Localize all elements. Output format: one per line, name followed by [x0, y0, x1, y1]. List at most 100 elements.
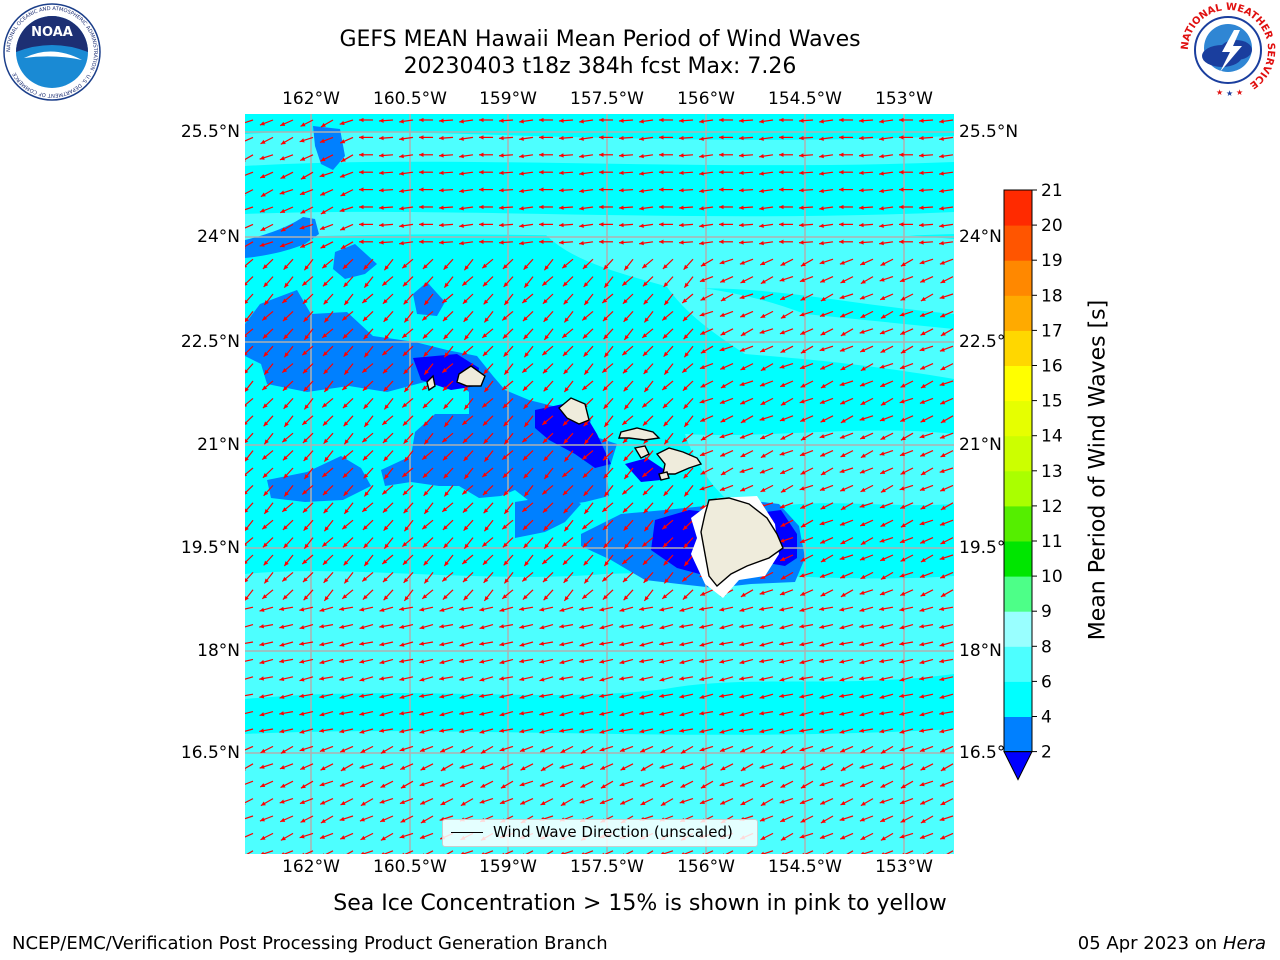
wind-wave-arrow — [423, 293, 434, 306]
wind-wave-arrow — [443, 415, 454, 428]
wind-wave-arrow — [459, 171, 474, 176]
wind-wave-arrow — [503, 432, 514, 445]
wind-wave-arrow — [302, 432, 314, 444]
wind-wave-arrow — [899, 484, 914, 491]
wind-wave-arrow — [840, 415, 854, 424]
wind-wave-arrow — [759, 380, 774, 387]
wind-wave-arrow — [323, 432, 334, 445]
wind-wave-arrow — [699, 276, 714, 283]
wind-wave-arrow — [559, 676, 574, 681]
wind-wave-arrow — [299, 763, 314, 771]
wind-wave-arrow — [501, 519, 514, 530]
wind-wave-arrow — [343, 345, 354, 358]
wind-wave-arrow — [502, 328, 514, 339]
wind-wave-arrow — [283, 467, 294, 479]
wind-wave-arrow — [920, 763, 934, 771]
wind-wave-arrow — [839, 152, 853, 157]
wind-wave-arrow — [640, 798, 654, 806]
wind-wave-arrow — [800, 293, 814, 301]
wind-wave-arrow — [780, 484, 794, 493]
wind-wave-arrow — [919, 432, 934, 439]
wind-wave-arrow — [679, 763, 694, 770]
wind-wave-arrow — [519, 693, 534, 699]
wind-wave-arrow — [381, 554, 394, 565]
wind-wave-arrow — [839, 397, 854, 405]
wind-wave-arrow — [659, 239, 673, 244]
wind-wave-arrow — [419, 170, 433, 175]
wind-wave-arrow — [558, 170, 574, 176]
wind-wave-arrow — [919, 397, 934, 404]
island-molokai — [618, 427, 661, 441]
wind-wave-arrow — [279, 241, 294, 248]
wind-wave-arrow — [819, 363, 834, 370]
wind-wave-arrow — [423, 415, 434, 427]
wind-wave-arrow — [900, 554, 914, 562]
wind-wave-arrow — [580, 780, 594, 789]
wind-wave-arrow — [262, 537, 274, 548]
wind-wave-arrow — [259, 728, 274, 733]
wind-wave-arrow — [599, 711, 614, 716]
wind-wave-arrow — [940, 763, 954, 772]
wind-wave-arrow — [779, 798, 794, 804]
wind-wave-arrow — [859, 711, 874, 717]
wind-wave-arrow — [438, 205, 454, 210]
wind-wave-arrow — [381, 345, 394, 356]
wind-wave-arrow — [401, 537, 414, 548]
wind-wave-arrow — [939, 119, 954, 124]
wind-wave-arrow — [662, 258, 674, 270]
wind-wave-arrow — [379, 798, 394, 804]
wind-wave-arrow — [382, 363, 394, 374]
wind-wave-arrow — [739, 432, 754, 439]
wind-wave-arrow — [261, 519, 274, 530]
wind-wave-arrow — [281, 363, 294, 374]
wind-wave-arrow — [620, 763, 634, 771]
wind-wave-arrow — [245, 780, 254, 785]
island-kahoolawe — [658, 471, 670, 481]
wind-wave-arrow — [322, 415, 334, 426]
wind-wave-arrow — [858, 118, 874, 123]
wind-wave-arrow — [563, 363, 574, 375]
wind-wave-arrow — [419, 658, 434, 664]
wind-wave-arrow — [399, 728, 414, 734]
wind-wave-arrow — [422, 397, 434, 409]
wind-wave-arrow — [779, 624, 794, 630]
colorbar-tick-label: 13 — [1041, 462, 1063, 482]
wind-wave-arrow — [780, 432, 794, 441]
wind-wave-arrow — [519, 606, 534, 611]
wind-wave-arrow — [840, 276, 854, 284]
wind-wave-arrow — [443, 537, 454, 549]
wind-wave-arrow — [859, 415, 874, 421]
wind-wave-arrow — [779, 589, 794, 596]
wind-wave-arrow — [879, 693, 894, 699]
wind-wave-arrow — [419, 187, 433, 192]
chart-title-line1: GEFS MEAN Hawaii Mean Period of Wind Wav… — [339, 27, 861, 52]
wind-wave-arrow — [279, 658, 294, 664]
wind-wave-arrow — [780, 780, 794, 789]
wind-wave-arrow — [523, 258, 534, 271]
wind-wave-arrow — [245, 154, 254, 162]
wind-wave-arrow — [419, 239, 433, 244]
wind-wave-arrow — [879, 641, 894, 647]
wind-wave-arrow — [401, 467, 414, 478]
wind-wave-arrow — [540, 763, 554, 772]
wind-wave-arrow — [259, 206, 274, 213]
wind-wave-arrow — [482, 415, 494, 426]
wind-wave-arrow — [341, 450, 354, 461]
wind-wave-arrow — [839, 745, 854, 753]
wind-wave-arrow — [759, 188, 774, 194]
wind-wave-arrow — [399, 711, 414, 716]
wind-wave-arrow — [459, 153, 474, 159]
lat-label-left: 22.5°N — [180, 332, 240, 352]
wind-wave-arrow — [245, 258, 254, 268]
wind-wave-arrow — [519, 240, 534, 246]
wind-wave-arrow — [879, 554, 894, 562]
wind-wave-arrow — [623, 589, 634, 601]
wind-wave-arrow — [261, 310, 274, 321]
wind-wave-arrow — [918, 240, 934, 245]
wind-wave-arrow — [540, 798, 554, 806]
wind-wave-arrow — [900, 780, 914, 789]
wind-wave-arrow — [523, 485, 534, 497]
wind-wave-arrow — [561, 467, 574, 478]
wind-wave-arrow — [521, 293, 534, 304]
wind-wave-arrow — [319, 136, 334, 143]
